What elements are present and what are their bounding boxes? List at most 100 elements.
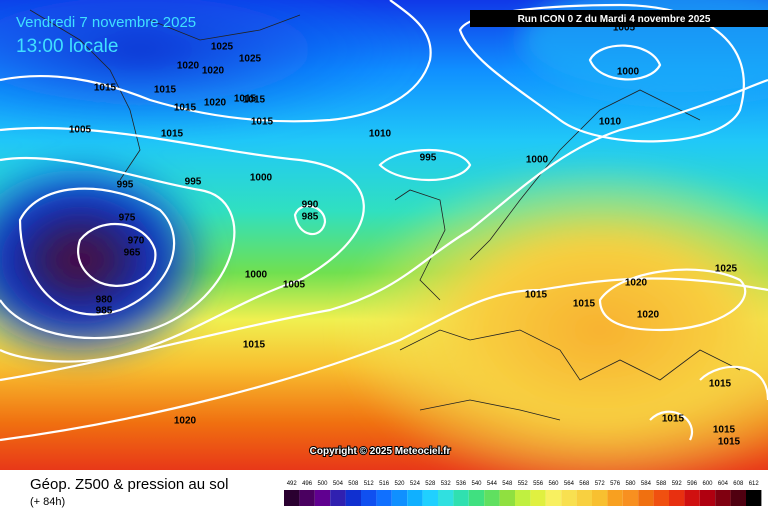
scale-label: 492	[287, 481, 298, 487]
isobar-label: 1015	[243, 95, 266, 106]
scale-label: 608	[733, 481, 744, 487]
scale-label: 564	[564, 481, 575, 487]
isobar-label: 1020	[202, 66, 225, 77]
scale-label: 512	[364, 481, 375, 487]
isobar-label: 1020	[637, 310, 660, 321]
scale-swatch	[592, 490, 608, 506]
isobar-label: 995	[420, 153, 437, 164]
color-scale: 492 496 500 504 508 512 516 520 524 528 532 536 540 5…	[284, 481, 762, 506]
isobar-label: 980	[96, 295, 113, 306]
scale-label: 500	[317, 481, 328, 487]
isobar-label: 985	[96, 306, 113, 317]
isobar-label: 995	[185, 177, 202, 188]
isobar-label: 1015	[94, 83, 117, 94]
scale-label: 612	[749, 481, 760, 487]
scale-label: 556	[533, 481, 544, 487]
scale-swatch	[545, 490, 562, 506]
time: 13:00 locale	[16, 36, 118, 57]
copyright: Copyright © 2025 Meteociel.fr	[310, 446, 451, 457]
scale-label: 508	[348, 481, 359, 487]
scale-label: 548	[502, 481, 513, 487]
isobar-label: 1015	[525, 290, 548, 301]
scale-swatch	[376, 490, 392, 506]
scale-swatch	[361, 490, 377, 506]
isobar-label: 1015	[243, 340, 266, 351]
run-info: Run ICON 0 Z du Mardi 4 novembre 2025	[518, 14, 711, 25]
scale-label: 584	[641, 481, 652, 487]
scale-swatch	[530, 490, 546, 506]
isobar-label: 990	[302, 200, 319, 211]
isobar-label: 1000	[617, 67, 640, 78]
scale-label: 568	[579, 481, 590, 487]
scale-swatch	[453, 490, 469, 506]
scale-label: 552	[518, 481, 529, 487]
scale-label: 524	[410, 481, 421, 487]
scale-swatch	[422, 490, 438, 506]
scale-swatch	[438, 490, 454, 506]
isobar-label: 1020	[204, 98, 227, 109]
isobar-label: 1015	[713, 425, 736, 436]
scale-label: 496	[302, 481, 313, 487]
scale-swatch	[561, 490, 577, 506]
isobar-label: 1010	[599, 117, 622, 128]
scale-swatch	[638, 490, 654, 506]
scale-label: 560	[548, 481, 559, 487]
isobar-label: 975	[119, 213, 136, 224]
run-box	[470, 10, 768, 27]
footer-lead: (+ 84h)	[30, 496, 65, 508]
scale-label: 600	[702, 481, 713, 487]
isobar-label: 1025	[239, 54, 262, 65]
isobar-label: 1015	[234, 94, 257, 105]
isobar-label: 1015	[174, 103, 197, 114]
isobar-label: 1005	[69, 125, 92, 136]
scale-label: 592	[672, 481, 683, 487]
isobar-label: 1015	[662, 414, 685, 425]
scale-swatch	[299, 490, 315, 506]
scale-label: 532	[441, 481, 452, 487]
scale-label: 520	[394, 481, 405, 487]
scale-swatch	[730, 490, 746, 506]
scale-label: 540	[471, 481, 482, 487]
scale-swatch	[314, 490, 331, 506]
isobars	[0, 0, 768, 440]
isobar-label: 1020	[174, 416, 197, 427]
scale-label: 572	[595, 481, 606, 487]
scale-label: 588	[656, 481, 667, 487]
isobar-label: 1000	[245, 270, 268, 281]
scale-swatch	[699, 490, 716, 506]
scale-swatch	[391, 490, 408, 506]
scale-label: 536	[456, 481, 467, 487]
scale-swatch	[468, 490, 485, 506]
scale-label: 596	[687, 481, 698, 487]
scale-swatch	[669, 490, 685, 506]
scale-swatch	[499, 490, 515, 506]
scale-swatch	[622, 490, 639, 506]
scale-label: 576	[610, 481, 621, 487]
isobar-label: 1005	[283, 280, 306, 291]
scale-label: 528	[425, 481, 436, 487]
isobar-label: 1015	[718, 437, 741, 448]
scale-swatch	[345, 490, 361, 506]
scale-swatch	[746, 490, 762, 506]
date: Vendredi 7 novembre 2025	[16, 14, 196, 31]
scale-swatch	[607, 490, 623, 506]
footer-title: Géop. Z500 & pression au sol	[30, 476, 228, 493]
scale-swatch	[515, 490, 531, 506]
isobar-label: 1005	[613, 23, 636, 34]
scale-label: 604	[718, 481, 729, 487]
isobar-label: 995	[117, 180, 134, 191]
isobar-label: 1025	[715, 264, 738, 275]
scale-label: 580	[625, 481, 636, 487]
isobar-label: 1020	[625, 278, 648, 289]
scale-swatch	[715, 490, 731, 506]
isobar-label: 1000	[250, 173, 273, 184]
scale-swatch	[653, 490, 669, 506]
scale-label: 544	[487, 481, 498, 487]
isobar-label: 1015	[161, 129, 184, 140]
isobar-label: 1000	[526, 155, 549, 166]
isobar-label: 1025	[211, 42, 234, 53]
scale-swatch	[684, 490, 700, 506]
isobar-label: 1015	[709, 379, 732, 390]
